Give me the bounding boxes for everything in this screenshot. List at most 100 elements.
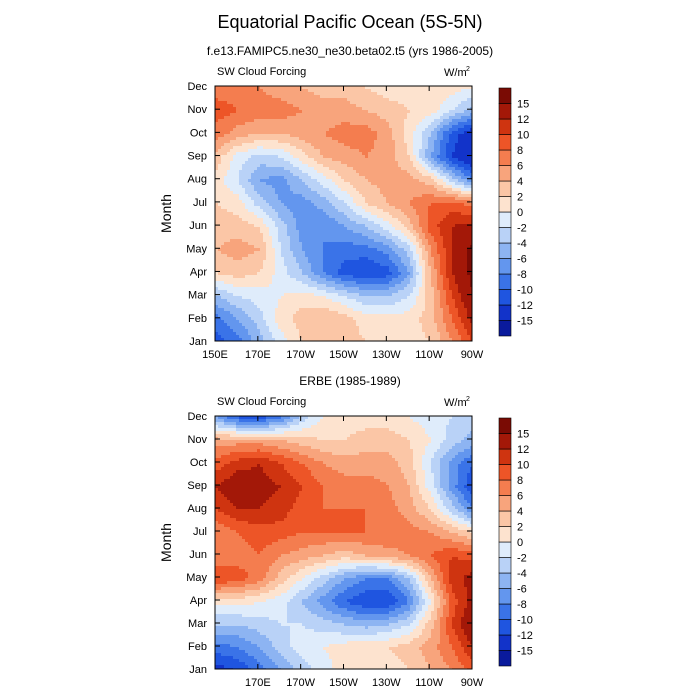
heatmap-cell <box>224 98 228 102</box>
heatmap-cell <box>221 206 225 210</box>
heatmap-cell <box>371 257 375 261</box>
heatmap-cell <box>437 233 441 237</box>
heatmap-cell <box>260 122 264 126</box>
heatmap-cell <box>359 254 363 258</box>
heatmap-cell <box>338 221 342 225</box>
heatmap-cell <box>221 200 225 204</box>
heatmap-cell <box>380 230 384 234</box>
heatmap-cell <box>398 161 402 165</box>
heatmap-cell <box>362 236 366 240</box>
heatmap-cell <box>260 236 264 240</box>
heatmap-cell <box>422 236 426 240</box>
heatmap-cell <box>422 212 426 216</box>
heatmap-cell <box>242 98 246 102</box>
heatmap-cell <box>338 140 342 144</box>
heatmap-cell <box>374 143 378 147</box>
heatmap-cell <box>263 158 267 162</box>
heatmap-cell <box>263 230 267 234</box>
heatmap-cell <box>458 167 462 171</box>
heatmap-cell <box>278 122 282 126</box>
heatmap-cell <box>251 89 255 93</box>
heatmap-cell <box>302 227 306 231</box>
heatmap-cell <box>413 179 417 183</box>
heatmap-cell <box>359 101 363 105</box>
heatmap-cell <box>257 128 261 132</box>
heatmap-cell <box>467 95 471 99</box>
heatmap-cell <box>323 215 327 219</box>
heatmap-cell <box>380 224 384 228</box>
heatmap-cell <box>470 176 472 180</box>
heatmap-cell <box>386 248 390 252</box>
heatmap-cell <box>359 158 363 162</box>
heatmap-cell <box>335 101 339 105</box>
heatmap-cell <box>362 242 366 246</box>
heatmap-cell <box>413 245 417 249</box>
heatmap-cell <box>413 110 417 114</box>
heatmap-cell <box>410 197 414 201</box>
heatmap-cell <box>224 182 228 186</box>
heatmap-cell <box>254 230 258 234</box>
heatmap-cell <box>323 218 327 222</box>
heatmap-cell <box>404 128 408 132</box>
heatmap-cell <box>320 140 324 144</box>
heatmap-cell <box>350 179 354 183</box>
heatmap-cell <box>464 242 468 246</box>
heatmap-cell <box>404 215 408 219</box>
heatmap-cell <box>407 116 411 120</box>
heatmap-cell <box>242 179 246 183</box>
heatmap-cell <box>329 248 333 252</box>
heatmap-cell <box>353 143 357 147</box>
heatmap-cell <box>308 233 312 237</box>
heatmap-cell <box>221 176 225 180</box>
heatmap-cell <box>242 149 246 153</box>
heatmap-cell <box>461 110 465 114</box>
heatmap-cell <box>263 179 267 183</box>
heatmap-cell <box>239 143 243 147</box>
heatmap-cell <box>425 215 429 219</box>
heatmap-cell <box>440 236 444 240</box>
heatmap-cell <box>461 158 465 162</box>
heatmap-cell <box>392 197 396 201</box>
heatmap-cell <box>236 104 240 108</box>
heatmap-cell <box>398 188 402 192</box>
heatmap-cell <box>368 182 372 186</box>
heatmap-cell <box>449 155 453 159</box>
heatmap-cell <box>263 122 267 126</box>
heatmap-cell <box>377 86 381 90</box>
heatmap-cell <box>467 92 471 96</box>
heatmap-cell <box>413 116 417 120</box>
heatmap-cell <box>308 110 312 114</box>
heatmap-cell <box>347 179 351 183</box>
heatmap-cell <box>221 203 225 207</box>
heatmap-cell <box>248 248 252 252</box>
heatmap-cell <box>443 257 447 261</box>
heatmap-cell <box>263 239 267 243</box>
heatmap-cell <box>464 167 468 171</box>
heatmap-cell <box>437 245 441 249</box>
heatmap-cell <box>329 245 333 249</box>
heatmap-cell <box>215 245 219 249</box>
heatmap-cell <box>305 152 309 156</box>
heatmap-cell <box>266 113 270 117</box>
heatmap-cell <box>422 119 426 123</box>
heatmap-cell <box>434 218 438 222</box>
heatmap-cell <box>434 254 438 258</box>
heatmap-cell <box>449 248 453 252</box>
heatmap-cell <box>461 161 465 165</box>
heatmap-cell <box>338 242 342 246</box>
heatmap-cell <box>257 206 261 210</box>
heatmap-cell <box>395 245 399 249</box>
heatmap-cell <box>401 128 405 132</box>
heatmap-cell <box>314 122 318 126</box>
heatmap-cell <box>275 203 279 207</box>
heatmap-cell <box>353 251 357 255</box>
heatmap-cell <box>350 203 354 207</box>
heatmap-cell <box>317 200 321 204</box>
heatmap-cell <box>281 113 285 117</box>
heatmap-cell <box>419 242 423 246</box>
heatmap-cell <box>305 233 309 237</box>
heatmap-cell <box>272 230 276 234</box>
heatmap-cell <box>413 203 417 207</box>
heatmap-cell <box>287 164 291 168</box>
heatmap-cell <box>290 92 294 96</box>
